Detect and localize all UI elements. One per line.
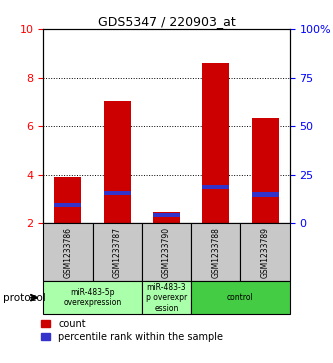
Text: GSM1233789: GSM1233789: [260, 227, 270, 278]
Bar: [153, 212, 180, 223]
Text: GSM1233790: GSM1233790: [162, 227, 171, 278]
Bar: [54, 177, 82, 223]
Text: protocol: protocol: [3, 293, 46, 303]
Bar: [202, 185, 229, 189]
Text: GSM1233787: GSM1233787: [113, 227, 122, 278]
Text: miR-483-3
p overexpr
ession: miR-483-3 p overexpr ession: [146, 283, 187, 313]
Bar: [93, 223, 142, 281]
Text: GSM1233786: GSM1233786: [63, 227, 73, 278]
Bar: [251, 192, 279, 196]
Bar: [104, 191, 131, 195]
Bar: [142, 281, 191, 314]
Bar: [202, 63, 229, 223]
Bar: [191, 281, 290, 314]
Bar: [104, 101, 131, 223]
Title: GDS5347 / 220903_at: GDS5347 / 220903_at: [98, 15, 235, 28]
Bar: [54, 203, 82, 208]
Bar: [153, 213, 180, 217]
Legend: count, percentile rank within the sample: count, percentile rank within the sample: [42, 319, 223, 342]
Text: miR-483-5p
overexpression: miR-483-5p overexpression: [64, 288, 122, 307]
Bar: [43, 281, 142, 314]
Bar: [240, 223, 290, 281]
Bar: [251, 118, 279, 223]
Text: GSM1233788: GSM1233788: [211, 227, 220, 278]
Bar: [142, 223, 191, 281]
Bar: [43, 223, 93, 281]
Bar: [191, 223, 240, 281]
Text: control: control: [227, 293, 254, 302]
